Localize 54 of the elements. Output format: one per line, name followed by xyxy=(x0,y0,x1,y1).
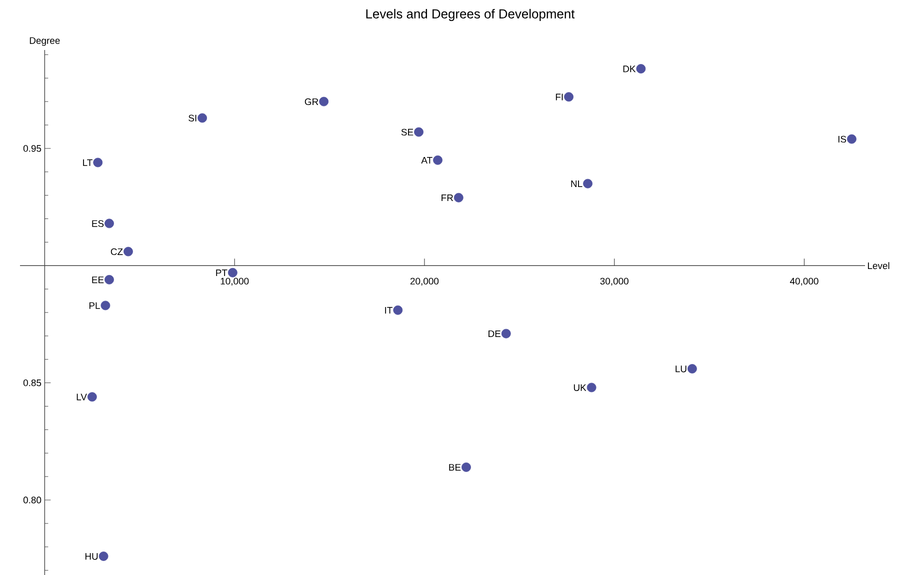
point xyxy=(87,392,97,402)
annotation: HU xyxy=(85,553,98,560)
point xyxy=(462,462,471,472)
point xyxy=(100,300,110,310)
annotation: GR xyxy=(304,98,318,106)
point xyxy=(198,113,207,123)
point xyxy=(454,192,464,202)
point xyxy=(98,552,108,561)
x-tick-label: 10,000 xyxy=(220,278,249,286)
point xyxy=(104,274,114,284)
annotation: FR xyxy=(442,194,454,202)
point xyxy=(433,155,442,165)
point xyxy=(636,64,646,74)
point xyxy=(228,268,238,278)
point xyxy=(583,178,592,188)
annotation: LU xyxy=(676,366,686,372)
x-axis-title: Level xyxy=(868,262,890,270)
annotation: CZ xyxy=(110,248,123,256)
annotation: ES xyxy=(92,220,104,227)
point xyxy=(124,246,133,256)
annotation: PL xyxy=(89,302,100,309)
point xyxy=(319,96,329,106)
x-tick-label: 30,000 xyxy=(600,278,628,286)
annotation: EE xyxy=(92,276,104,284)
y-tick-label: 0.85 xyxy=(23,379,42,386)
x-tick-label: 20,000 xyxy=(410,278,439,286)
annotation: LT xyxy=(83,159,92,166)
annotation: SI xyxy=(188,114,196,122)
annotation: PT xyxy=(216,270,228,276)
chart-title: Levels and Degrees of Development xyxy=(366,8,575,22)
point xyxy=(847,134,856,144)
x-tick-label: 40,000 xyxy=(790,278,818,286)
point xyxy=(104,218,114,228)
y-tick-label: 0.80 xyxy=(23,496,42,504)
annotation: SE xyxy=(401,128,414,136)
point xyxy=(586,382,596,392)
annotation: UK xyxy=(574,384,586,391)
y-tick-label: 0.95 xyxy=(23,145,42,152)
annotation: IT xyxy=(385,307,392,314)
annotation: AT xyxy=(421,157,432,164)
point xyxy=(93,158,103,168)
point xyxy=(501,328,511,338)
annotation: IS xyxy=(838,136,846,143)
annotation: BE xyxy=(449,464,461,471)
point xyxy=(393,305,403,315)
annotation: NL xyxy=(571,180,582,187)
point xyxy=(688,364,697,374)
annotation: LV xyxy=(76,394,87,400)
annotation: DE xyxy=(488,330,501,337)
y-axis-title: Degree xyxy=(30,37,60,46)
point xyxy=(414,127,424,137)
annotation: DK xyxy=(623,66,636,72)
point xyxy=(564,92,574,102)
annotation: FI xyxy=(556,94,563,100)
